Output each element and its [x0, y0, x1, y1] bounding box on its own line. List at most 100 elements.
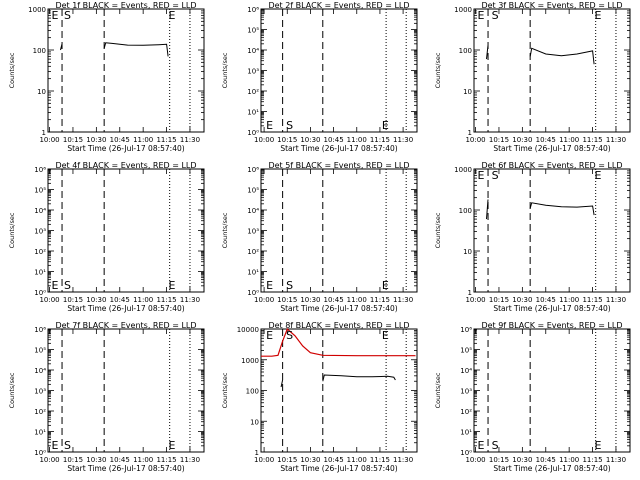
events-series-line: [486, 199, 489, 220]
x-tick-label: 11:00: [347, 136, 367, 144]
events-series-line: [529, 202, 595, 216]
marker-s: S: [64, 279, 71, 292]
x-tick-label: 10:00: [254, 296, 274, 304]
plot-frame: [47, 168, 205, 293]
marker-e: E: [382, 119, 389, 132]
x-tick-label: 10:00: [39, 456, 59, 464]
marker-e: E: [52, 279, 59, 292]
x-tick-label: 11:00: [133, 296, 153, 304]
marker-s: S: [64, 439, 71, 452]
chart-panel-5: Det 5f BLACK = Events, RED = LLD 10⁰ 10¹ 10…: [221, 161, 418, 313]
x-axis-label: Start Time (26-Jul-17 08:57:40): [67, 144, 184, 153]
x-tick-label: 10:15: [63, 296, 83, 304]
y-axis-label: Counts/sec: [221, 52, 229, 88]
y-tick-label: 1: [255, 449, 259, 457]
y-tick-label: 10⁴: [34, 367, 46, 375]
x-axis-label: Start Time (26-Jul-17 08:57:40): [493, 464, 610, 473]
chart-title: Det 4f BLACK = Events, RED = LLD: [55, 161, 196, 170]
y-tick-label: 10: [37, 88, 46, 96]
y-axis-label: Counts/sec: [8, 372, 16, 408]
y-tick-label: 10⁶: [34, 166, 46, 174]
x-tick-label: 11:00: [133, 136, 153, 144]
marker-e: E: [382, 279, 389, 292]
y-tick-label: 10²: [34, 408, 46, 416]
y-tick-label: 10⁶: [460, 326, 472, 334]
marker-s: S: [286, 329, 293, 342]
x-tick-label: 10:45: [536, 136, 556, 144]
x-tick-label: 10:00: [39, 296, 59, 304]
x-tick-label: 10:45: [110, 136, 130, 144]
y-tick-label: 1000: [241, 357, 259, 365]
plot-frame: [473, 168, 631, 293]
y-tick-label: 10⁶: [247, 166, 259, 174]
x-tick-label: 11:30: [393, 296, 413, 304]
marker-e: E: [478, 169, 485, 182]
y-axis-label: Counts/sec: [434, 372, 442, 408]
y-tick-label: 1000: [28, 6, 46, 14]
y-tick-label: 10⁵: [247, 187, 259, 195]
marker-e: E: [478, 9, 485, 22]
x-tick-label: 11:15: [582, 456, 602, 464]
events-series-line: [486, 45, 489, 60]
x-tick-label: 11:00: [347, 456, 367, 464]
y-tick-label: 10³: [34, 228, 46, 236]
chart-panel-6: Det 6f BLACK = Events, RED = LLD 1 10 100 10…: [434, 161, 631, 313]
x-tick-label: 11:30: [606, 136, 626, 144]
chart-panel-3: Det 3f BLACK = Events, RED = LLD 1 10 100 10…: [434, 1, 631, 153]
events-series-line: [280, 379, 284, 388]
y-tick-label: 1: [468, 289, 472, 297]
y-tick-label: 10⁵: [247, 27, 259, 35]
x-tick-label: 10:00: [465, 136, 485, 144]
marker-e: E: [169, 9, 176, 22]
y-tick-label: 10⁴: [247, 207, 259, 215]
y-tick-label: 1: [42, 129, 46, 137]
x-tick-label: 11:00: [347, 296, 367, 304]
x-tick-label: 11:00: [559, 296, 579, 304]
y-tick-label: 10⁰: [460, 449, 472, 457]
x-tick-label: 10:30: [512, 456, 532, 464]
y-tick-label: 10: [463, 88, 472, 96]
x-tick-label: 10:45: [324, 136, 344, 144]
plot-frame: [260, 168, 418, 293]
x-tick-label: 10:45: [536, 456, 556, 464]
y-tick-label: 10¹: [34, 269, 46, 277]
y-tick-label: 10²: [247, 248, 259, 256]
x-tick-label: 11:00: [559, 136, 579, 144]
chart-title: Det 9f BLACK = Events, RED = LLD: [481, 321, 622, 330]
marker-e: E: [478, 439, 485, 452]
x-tick-label: 10:15: [277, 136, 297, 144]
plot-frame: [473, 328, 631, 453]
y-tick-label: 1000: [454, 6, 472, 14]
x-tick-label: 11:15: [156, 456, 176, 464]
marker-e: E: [52, 439, 59, 452]
plot-frame: [47, 328, 205, 453]
marker-s: S: [286, 119, 293, 132]
marker-e: E: [266, 279, 273, 292]
x-tick-label: 11:30: [606, 456, 626, 464]
chart-panel-8: Det 8f BLACK = Events, RED = LLD 1 10 100 10…: [221, 321, 418, 473]
x-axis-label: Start Time (26-Jul-17 08:57:40): [280, 304, 397, 313]
x-tick-label: 10:30: [86, 136, 106, 144]
events-series-line: [103, 42, 169, 57]
x-axis-label: Start Time (26-Jul-17 08:57:40): [67, 464, 184, 473]
y-axis-label: Counts/sec: [8, 212, 16, 248]
chart-title: Det 1f BLACK = Events, RED = LLD: [55, 1, 196, 10]
chart-panel-2: Det 2f BLACK = Events, RED = LLD 10⁰ 10¹ 10…: [221, 1, 418, 153]
y-tick-label: 10⁵: [460, 347, 472, 355]
y-tick-label: 1: [468, 129, 472, 137]
x-tick-label: 10:15: [489, 456, 509, 464]
marker-e: E: [52, 9, 59, 22]
plot-frame: [260, 8, 418, 133]
events-series-line: [322, 374, 396, 382]
x-tick-label: 10:00: [465, 456, 485, 464]
marker-e: E: [169, 439, 176, 452]
x-tick-label: 10:45: [536, 296, 556, 304]
y-tick-label: 100: [459, 47, 472, 55]
x-tick-label: 10:15: [63, 456, 83, 464]
x-tick-label: 11:15: [370, 456, 390, 464]
x-tick-label: 10:15: [489, 136, 509, 144]
x-axis-label: Start Time (26-Jul-17 08:57:40): [280, 144, 397, 153]
chart-title: Det 8f BLACK = Events, RED = LLD: [268, 321, 409, 330]
y-tick-label: 10: [463, 248, 472, 256]
